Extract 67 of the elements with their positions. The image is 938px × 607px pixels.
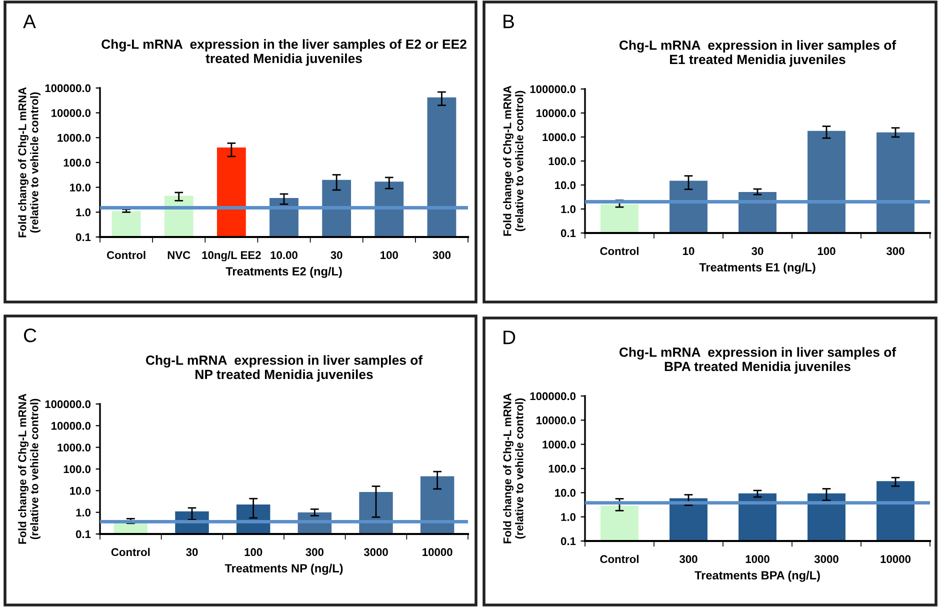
- x-tick-label: 100: [380, 251, 398, 260]
- x-tick-label: Control: [111, 548, 150, 556]
- x-tick-label: 300: [679, 555, 698, 564]
- y-tick-label: 10.0: [70, 184, 91, 192]
- x-tick-label: 10000: [880, 555, 910, 564]
- x-axis-title: Treatments E1 (ng/L): [699, 262, 816, 274]
- chart-title: Chg-L mRNA expression in liver samples of E1 treated Menidia juveniles: [619, 40, 896, 67]
- y-tick-label: 1.0: [76, 508, 91, 516]
- y-tick-label: 0.1: [560, 537, 576, 546]
- y-axis-title: Fold change of Chg-L mRNA (relative to vehicle control): [503, 86, 526, 236]
- x-tick-label: 300: [306, 548, 324, 556]
- y-tick-label: 1.0: [76, 208, 91, 216]
- y-tick-label: 100.0: [548, 464, 576, 473]
- y-tick-label: 1000.0: [58, 444, 91, 452]
- y-tick-label: 100000.0: [45, 400, 91, 408]
- x-tick-label: Control: [106, 250, 146, 260]
- y-tick-label: 100.0: [64, 465, 91, 474]
- text: C: [24, 328, 36, 342]
- y-tick-label: 1.0: [561, 205, 576, 214]
- x-tick-label: Control: [600, 554, 638, 564]
- y-tick-label: 0.1: [76, 233, 91, 242]
- chart-title: Chg-L mRNA expression in liver samples of NP treated Menidia juveniles: [146, 355, 423, 382]
- y-tick-label: 100.0: [548, 157, 576, 166]
- y-tick-label: 100.0: [64, 158, 91, 167]
- chart-title: Chg-L mRNA expression in the liver samples of E2 or EE2 treated Menidia juveniles: [102, 39, 466, 66]
- y-tick-label: 0.1: [76, 530, 91, 538]
- y-tick-label: 100000.0: [45, 84, 91, 92]
- y-tick-label: 1000.0: [542, 440, 576, 448]
- x-tick-label: 10.00: [270, 251, 298, 260]
- x-tick-label: 3000: [364, 548, 388, 556]
- x-tick-label: 300: [432, 251, 451, 260]
- x-tick-label: 1000: [746, 555, 770, 564]
- text: D: [504, 330, 516, 344]
- y-tick-label: 10000.0: [536, 109, 576, 118]
- x-axis-title: Treatments E2 (ng/L): [226, 266, 342, 278]
- x-tick-label: Control: [600, 246, 638, 256]
- y-tick-label: 10.0: [70, 486, 91, 495]
- x-axis-title: Treatments BPA (ng/L): [694, 570, 820, 582]
- text: A: [23, 14, 36, 28]
- x-axis-title: Treatments NP (ng/L): [224, 564, 343, 575]
- x-tick-label: 30: [330, 251, 342, 260]
- y-tick-label: 1.0: [561, 513, 576, 521]
- x-tick-label: 10000: [422, 548, 452, 556]
- x-tick-label: 100: [244, 548, 262, 556]
- y-tick-label: 10000.0: [536, 416, 576, 424]
- x-tick-label: 10: [683, 247, 694, 256]
- y-tick-label: 10000.0: [52, 109, 91, 117]
- chart-title: Chg-L mRNA expression in liver samples of BPA treated Menidia juveniles: [619, 347, 896, 374]
- y-tick-label: 0.1: [560, 229, 576, 238]
- x-tick-label: 100: [818, 247, 836, 256]
- x-tick-label: 10ng/L EE2: [202, 250, 261, 262]
- y-axis-title: Fold change of Chg-L mRNA (relative to vehicle control): [18, 87, 40, 238]
- y-axis-title: Fold change of Chg-L mRNA (relative to vehicle control): [503, 393, 526, 544]
- x-tick-label: 3000: [814, 555, 838, 564]
- y-tick-label: 10.0: [555, 488, 576, 497]
- y-tick-label: 1000.0: [58, 134, 91, 142]
- text: B: [504, 14, 514, 28]
- x-tick-label: 300: [886, 247, 904, 256]
- x-tick-label: 30: [752, 247, 764, 256]
- y-tick-label: 1000.0: [542, 133, 576, 142]
- y-tick-label: 10.0: [555, 181, 576, 190]
- x-tick-label: 30: [186, 548, 198, 556]
- y-tick-label: 100000.0: [530, 392, 576, 400]
- x-tick-label: NVC: [168, 251, 190, 260]
- y-tick-label: 100000.0: [530, 85, 576, 94]
- y-tick-label: 10000.0: [52, 422, 91, 430]
- y-axis-title: Fold change of Chg-L mRNA (relative to vehicle control): [18, 394, 40, 544]
